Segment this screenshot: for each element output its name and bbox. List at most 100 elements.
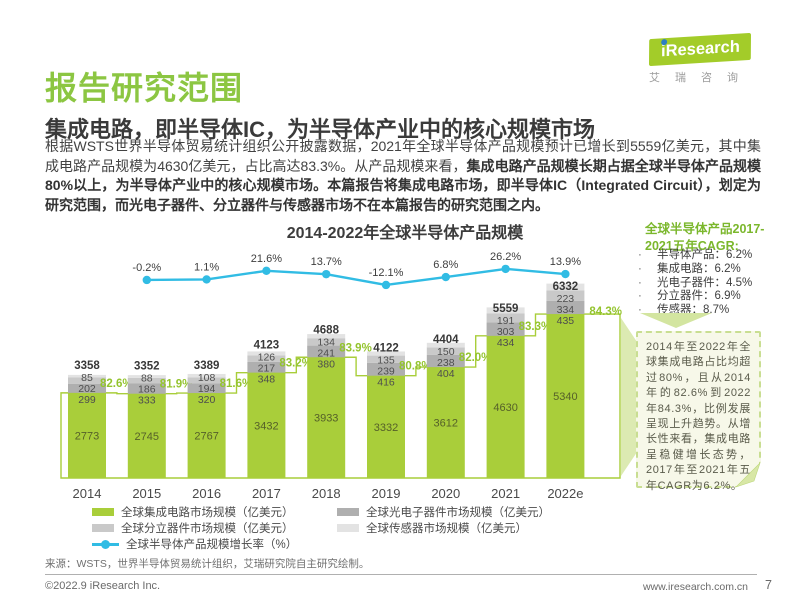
legend-item: 全球光电子器件市场规模（亿美元） [337, 504, 550, 520]
stack-segment [187, 383, 226, 394]
x-axis-label: 2020 [431, 486, 460, 501]
line-marker-icon [92, 539, 119, 549]
growth-point [202, 275, 211, 284]
growth-point [561, 269, 570, 279]
growth-point [142, 275, 151, 285]
cagr-item-text: 分立器件：6.9% [657, 290, 741, 303]
stack-segment [307, 334, 346, 339]
cagr-item-text: 光电子器件：4.5% [657, 276, 753, 289]
ic-value-label: 3933 [314, 413, 338, 425]
legend-label: 全球半导体产品规模增长率（%） [126, 539, 298, 551]
logo-tagline: 艾瑞咨询 [649, 72, 753, 84]
discrete-value-label: 334 [557, 304, 575, 316]
ic-share-label: 82.0% [459, 352, 492, 364]
growth-value-label: 26.2% [490, 251, 521, 263]
ic-value-label: 3332 [374, 422, 398, 434]
legend-label: 全球集成电路市场规模（亿美元） [121, 507, 294, 519]
stack-segment [546, 300, 585, 315]
legend-label: 全球光电子器件市场规模（亿美元） [366, 507, 550, 519]
legend-item: 全球分立器件市场规模（亿美元） [92, 520, 294, 536]
sensor-value-label: 223 [557, 293, 575, 305]
growth-point [381, 280, 391, 290]
stack-segment [187, 377, 226, 384]
stack-segment [247, 361, 286, 373]
sensor-value-label: 191 [497, 315, 515, 327]
ic-value-label: 2745 [135, 431, 159, 443]
ic-segment [247, 372, 286, 478]
legend-swatch-icon [92, 524, 114, 532]
discrete-value-label: 194 [198, 383, 216, 395]
ic-segment [307, 357, 346, 478]
iresearch-logo-shape: i Research [648, 32, 752, 67]
sensor-value-label: 85 [81, 372, 93, 384]
cagr-item: · 集成电路：6.2% [636, 263, 752, 277]
ic-share-label: 83.2% [279, 358, 312, 370]
sensor-value-label: 134 [317, 336, 335, 348]
x-axis-label: 2015 [132, 486, 161, 501]
ic-value-label: 4630 [493, 402, 517, 414]
source-note: 来源：WSTS，世界半导体贸易统计组织，艾瑞研究院自主研究绘制。 [45, 558, 370, 570]
ic-segment [486, 335, 525, 478]
stack-segment [426, 347, 465, 355]
website-link[interactable]: www.iresearch.com.cn [642, 581, 748, 593]
x-axis-label: 2016 [192, 486, 221, 501]
sensor-value-label: 150 [437, 346, 455, 358]
discrete-value-label: 238 [437, 357, 455, 369]
ic-segment [68, 392, 106, 478]
growth-value-label: -0.2% [132, 262, 161, 274]
growth-line [146, 267, 566, 287]
stack-segment [68, 377, 106, 384]
legend-swatch-icon [337, 524, 359, 532]
stack-segment [546, 283, 585, 291]
stack-segment [187, 373, 226, 378]
ic-share-label: 84.3% [589, 306, 622, 318]
opto-value-label: 333 [138, 395, 156, 407]
discrete-value-label: 239 [377, 366, 395, 378]
bullet-icon: · [638, 276, 642, 289]
stack-segment [247, 355, 286, 362]
stack-segment [486, 307, 525, 314]
total-value-label: 4688 [313, 324, 339, 336]
stack-segment [127, 377, 166, 384]
legend-item: 全球传感器市场规模（亿美元） [337, 520, 527, 536]
ic-share-label: 81.9% [160, 379, 193, 391]
copyright: ©2022.9 iResearch Inc. [45, 580, 161, 592]
total-value-label: 4122 [373, 343, 399, 355]
bullet-icon: · [638, 262, 642, 275]
ic-value-label: 3432 [254, 420, 278, 432]
logo-wordmark: Research [665, 37, 740, 61]
line-marker-dot-icon [101, 539, 110, 549]
growth-value-label: 13.7% [311, 256, 342, 268]
opto-value-label: 435 [557, 315, 575, 327]
bullet-icon: · [638, 304, 642, 317]
stack-segment [307, 338, 346, 346]
stack-segment [426, 342, 465, 348]
ic-share-label: 83.3% [519, 321, 552, 333]
opto-value-label: 380 [317, 358, 335, 370]
page-number: 7 [765, 578, 772, 592]
iresearch-logo: i Research 艾瑞咨询 [641, 32, 776, 85]
x-axis-label: 2021 [491, 486, 520, 501]
legend-label: 全球分立器件市场规模（亿美元） [121, 523, 294, 535]
x-axis-label: 2018 [312, 486, 341, 501]
opto-value-label: 348 [258, 374, 276, 386]
ic-segment [546, 314, 585, 478]
growth-value-label: 21.6% [251, 253, 282, 265]
ic-segment [367, 375, 405, 478]
total-value-label: 5559 [493, 303, 519, 315]
total-value-label: 4404 [433, 334, 459, 346]
bullet-icon: · [638, 249, 642, 261]
total-value-label: 3352 [134, 361, 160, 373]
page-subtitle: 集成电路，即半导体IC，为半导体产业中的核心规模市场 [45, 117, 596, 143]
growth-value-label: 1.1% [194, 261, 219, 273]
growth-point [322, 269, 331, 279]
x-axis-label: 2022e [547, 486, 583, 501]
ic-share-label: 80.8% [399, 361, 432, 373]
